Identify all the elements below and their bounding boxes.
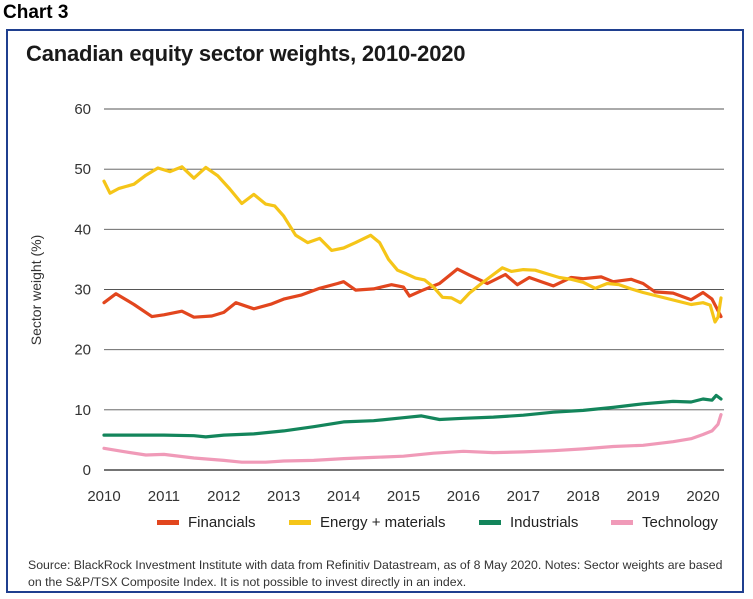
legend-label: Industrials	[510, 514, 579, 531]
legend-label: Technology	[642, 514, 718, 531]
y-tick-label: 50	[74, 161, 91, 178]
y-tick-label: 60	[74, 101, 91, 118]
y-axis-label: Sector weight (%)	[28, 235, 44, 345]
legend-item: Financials	[157, 514, 256, 531]
chart-title: Canadian equity sector weights, 2010-202…	[26, 41, 466, 66]
gridlines	[104, 108, 724, 471]
x-tick-label: 2015	[387, 488, 420, 505]
x-tick-label: 2010	[87, 488, 120, 505]
series-line-energy-materials	[102, 165, 723, 324]
x-tick-label: 2013	[267, 488, 300, 505]
source-note: Source: BlackRock Investment Institute w…	[28, 558, 723, 589]
legend-swatch	[479, 520, 501, 525]
x-tick-label: 2020	[686, 488, 719, 505]
x-tick-label: 2014	[327, 488, 360, 505]
legend-swatch	[611, 520, 633, 525]
legend-item: Technology	[611, 514, 718, 531]
x-tick-label: 2019	[626, 488, 659, 505]
y-tick-label: 10	[74, 402, 91, 419]
series-line-financials	[102, 267, 723, 319]
y-tick-label: 0	[83, 462, 91, 479]
x-tick-label: 2018	[567, 488, 600, 505]
legend-swatch	[289, 520, 311, 525]
series-line-technology	[102, 413, 723, 464]
series-line-industrials	[102, 393, 723, 439]
chart-frame	[6, 29, 744, 593]
x-tick-label: 2017	[507, 488, 540, 505]
x-tick-label: 2012	[207, 488, 240, 505]
x-tick-label: 2011	[148, 488, 180, 505]
y-tick-label: 30	[74, 282, 91, 299]
legend-item: Industrials	[479, 514, 578, 531]
y-tick-label: 40	[74, 221, 91, 238]
legend: Financials Energy + materials Industrials T…	[0, 514, 753, 534]
series-lines	[102, 165, 723, 464]
y-tick-label: 20	[74, 342, 91, 359]
legend-item: Energy + materials	[289, 514, 445, 531]
x-tick-labels: 2010 2011 2012 2013 2014 2015 2016 2017 2018 2019…	[87, 488, 719, 505]
chart-number-heading: Chart 3	[3, 2, 69, 23]
legend-label: Financials	[188, 514, 256, 531]
y-tick-labels: 0 10 20 30 40 50 60	[74, 101, 91, 479]
x-tick-label: 2016	[447, 488, 480, 505]
legend-swatch	[157, 520, 179, 525]
legend-label: Energy + materials	[320, 514, 446, 531]
